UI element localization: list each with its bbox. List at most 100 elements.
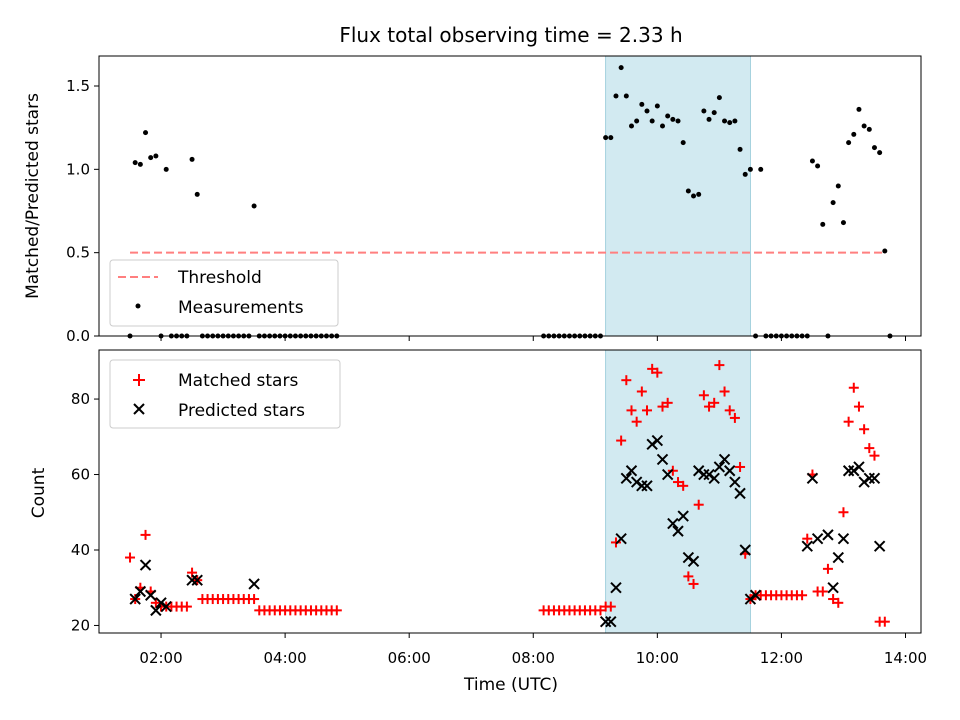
matched-star-point bbox=[828, 594, 839, 605]
predicted-star-point bbox=[641, 480, 653, 492]
matched-star-point bbox=[879, 616, 890, 627]
measurement-point bbox=[148, 155, 154, 161]
predicted-star-point bbox=[853, 461, 865, 473]
predicted-star-point bbox=[749, 589, 762, 601]
measurement-point bbox=[835, 183, 841, 189]
measurement-point bbox=[711, 110, 717, 116]
x-axis-label: Time (UTC) bbox=[463, 675, 558, 695]
predicted-star-point bbox=[832, 551, 844, 564]
measurement-point bbox=[732, 118, 738, 124]
measurement-point bbox=[654, 103, 660, 109]
predicted-star-point bbox=[667, 517, 679, 530]
measurement-point bbox=[727, 120, 733, 126]
measurement-point bbox=[665, 113, 671, 119]
measurement-point bbox=[716, 95, 722, 101]
predicted-star-point bbox=[873, 540, 886, 552]
predicted-star-point bbox=[698, 468, 710, 481]
measurement-point bbox=[856, 106, 862, 112]
predicted-star-point bbox=[827, 582, 839, 594]
predicted-star-point bbox=[801, 540, 813, 552]
y-tick-label: 40 bbox=[71, 541, 90, 559]
measurement-point bbox=[132, 160, 138, 166]
matched-star-point bbox=[605, 601, 616, 612]
measurement-point bbox=[722, 118, 728, 124]
measurement-point bbox=[634, 118, 640, 124]
legend-measurements-swatch bbox=[135, 303, 141, 309]
x-tick-label: 08:00 bbox=[512, 649, 555, 667]
matched-star-point bbox=[719, 386, 730, 397]
measurement-point bbox=[846, 140, 852, 146]
measurement-point bbox=[840, 220, 846, 226]
measurement-point bbox=[680, 140, 686, 146]
matched-star-point bbox=[595, 605, 606, 616]
matched-star-point bbox=[683, 571, 694, 582]
predicted-star-point bbox=[729, 476, 741, 488]
top-legend-box bbox=[109, 259, 339, 327]
matched-star-point bbox=[838, 507, 849, 518]
matched-star-point bbox=[802, 533, 813, 544]
y-tick-label: 60 bbox=[71, 466, 90, 484]
matched-star-point bbox=[822, 563, 833, 574]
matched-star-point bbox=[616, 435, 627, 446]
x-tick-label: 10:00 bbox=[636, 649, 679, 667]
legend-matched-label: Matched stars bbox=[178, 371, 298, 391]
predicted-star-point bbox=[837, 532, 850, 545]
top-axes-frame bbox=[98, 55, 922, 337]
predicted-star-point bbox=[248, 578, 260, 590]
bottom-highlight-span bbox=[605, 349, 751, 634]
y-tick-label: 1.5 bbox=[66, 77, 90, 95]
matched-star-point bbox=[626, 405, 637, 416]
legend-predicted-swatch bbox=[133, 403, 145, 415]
bottom-legend-box bbox=[109, 359, 341, 429]
measurement-point bbox=[866, 126, 872, 132]
y-tick-label: 0.5 bbox=[66, 244, 90, 262]
predicted-star-point bbox=[806, 472, 819, 485]
measurement-point bbox=[613, 93, 619, 99]
y-tick-label: 20 bbox=[71, 616, 90, 634]
measurement-point bbox=[747, 166, 753, 172]
measurement-point bbox=[758, 166, 764, 172]
measurement-point bbox=[737, 146, 743, 152]
measurement-point bbox=[815, 163, 821, 169]
matched-star-point bbox=[647, 363, 658, 374]
predicted-star-point bbox=[144, 589, 157, 601]
predicted-star-point bbox=[605, 615, 617, 628]
matched-star-point bbox=[797, 590, 808, 601]
measurement-point bbox=[882, 248, 888, 254]
predicted-star-point bbox=[186, 574, 198, 586]
predicted-star-point bbox=[625, 465, 638, 477]
predicted-star-point bbox=[718, 453, 731, 466]
predicted-star-point bbox=[150, 604, 162, 617]
measurement-point bbox=[608, 135, 614, 141]
matched-star-point bbox=[652, 367, 663, 378]
measurement-point bbox=[660, 123, 666, 129]
bottom-panel: 20 40 60 80 02:00 04:00 06:00 08:00 10:00 12:00 1… bbox=[29, 349, 927, 695]
predicted-star-point bbox=[139, 559, 152, 571]
matched-star-point bbox=[662, 397, 673, 408]
predicted-star-point bbox=[842, 465, 855, 477]
matched-star-point bbox=[848, 382, 859, 393]
matched-star-point bbox=[688, 578, 699, 589]
measurement-point bbox=[820, 221, 826, 227]
matched-star-point bbox=[631, 416, 642, 427]
matched-star-point bbox=[621, 375, 632, 386]
measurement-point bbox=[701, 108, 707, 114]
measurement-point bbox=[618, 65, 624, 71]
measurement-point bbox=[194, 191, 200, 197]
measurement-point bbox=[603, 135, 609, 141]
matched-star-point bbox=[709, 397, 720, 408]
measurement-point bbox=[670, 116, 676, 122]
measurement-point bbox=[137, 161, 143, 167]
measurement-point bbox=[830, 200, 836, 206]
measurement-point bbox=[861, 123, 867, 129]
predicted-star-point bbox=[739, 544, 751, 556]
matched-star-point bbox=[704, 401, 715, 412]
bottom-y-ticks: 20 40 60 80 bbox=[71, 390, 99, 634]
bottom-y-axis-label: Count bbox=[29, 467, 49, 518]
predicted-star-point bbox=[734, 487, 746, 500]
matched-star-point bbox=[636, 386, 647, 397]
legend-threshold-label: Threshold bbox=[177, 268, 262, 288]
y-tick-label: 1.0 bbox=[66, 160, 90, 178]
measurement-point bbox=[877, 150, 883, 156]
matched-star-point bbox=[678, 480, 689, 491]
